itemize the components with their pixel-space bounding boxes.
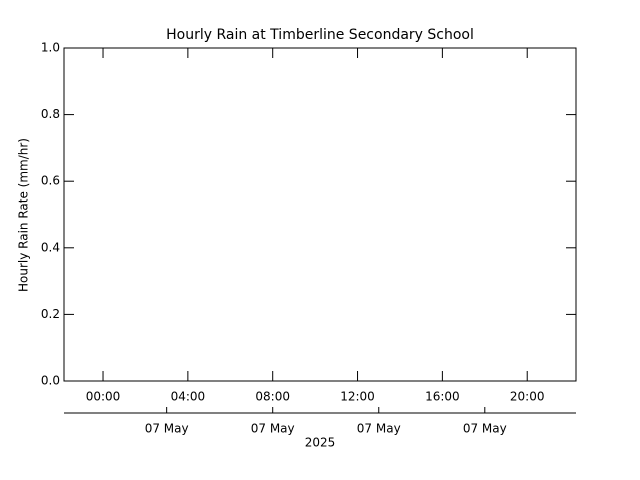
x2-tick-label: 07 May <box>145 422 189 436</box>
x2-axis-label: 2025 <box>305 436 336 450</box>
y-tick-label: 0.8 <box>41 107 60 121</box>
x2-tick-label: 07 May <box>463 422 507 436</box>
plot-frame <box>63 47 577 382</box>
x2-tick-label: 07 May <box>357 422 401 436</box>
x-tick-label: 12:00 <box>340 390 375 404</box>
x-tick-label: 04:00 <box>171 390 206 404</box>
y-tick-label: 0.2 <box>41 307 60 321</box>
x-tick-label: 08:00 <box>255 390 290 404</box>
x-tick-label: 20:00 <box>510 390 545 404</box>
y-tick-label: 0.4 <box>41 240 60 254</box>
x-tick-label: 00:00 <box>86 390 121 404</box>
y-tick-label: 1.0 <box>41 41 60 55</box>
y-axis-label: Hourly Rain Rate (mm/hr) <box>17 138 31 292</box>
y-tick-label: 0.6 <box>41 174 60 188</box>
chart-title: Hourly Rain at Timberline Secondary Scho… <box>166 27 474 43</box>
x-tick-label: 16:00 <box>425 390 460 404</box>
x2-tick-label: 07 May <box>251 422 295 436</box>
y-tick-label: 0.0 <box>41 374 60 388</box>
